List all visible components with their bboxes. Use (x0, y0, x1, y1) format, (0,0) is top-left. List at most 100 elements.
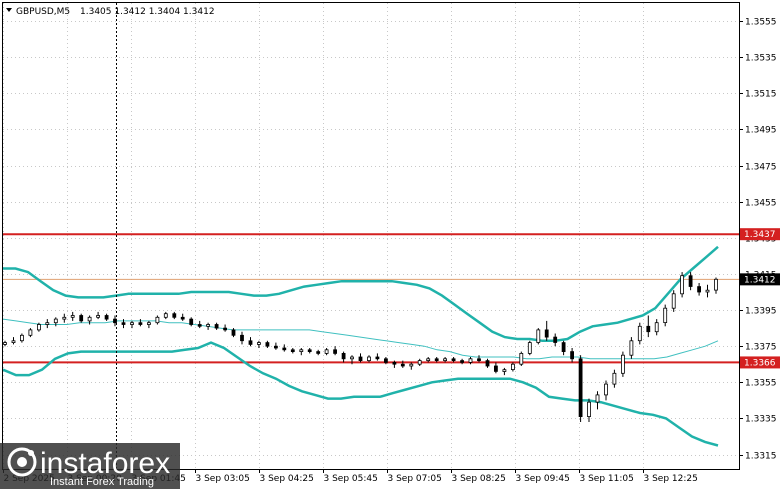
candle-body (554, 337, 557, 342)
candle-body (122, 323, 125, 325)
candle-body (300, 350, 303, 352)
candle-body (486, 361, 489, 366)
watermark-tagline: Instant Forex Trading (50, 476, 154, 488)
candle-body (190, 319, 193, 324)
candle-body (147, 323, 150, 325)
candle-body (37, 325, 40, 330)
price-tick-label: 1.3355 (745, 379, 777, 389)
price-tick-label: 1.3475 (745, 163, 777, 173)
candle-body (334, 350, 337, 354)
candle-body (359, 357, 362, 361)
candle-body (503, 370, 506, 372)
time-tick-label: 3 Sep 07:05 (388, 474, 442, 484)
candle-body (571, 352, 574, 359)
candle-body (20, 335, 23, 340)
current-price-label: 1.3412 (744, 275, 776, 285)
candle-body (207, 325, 210, 327)
chart-header: GBPUSD,M5 1.3405 1.3412 1.3404 1.3412 (6, 7, 215, 17)
candle-body (418, 361, 421, 365)
time-tick-label: 3 Sep 04:25 (260, 474, 314, 484)
candle-body (596, 395, 599, 402)
candle-body (181, 317, 184, 319)
candle-body (173, 314, 176, 318)
candle-body (164, 314, 167, 318)
candle-body (325, 350, 328, 354)
time-tick-label: 3 Sep 08:25 (452, 474, 506, 484)
candle-body (621, 355, 624, 373)
candle-body (29, 330, 32, 335)
candle-body (156, 317, 159, 322)
price-tick-label: 1.3495 (745, 126, 777, 136)
candle-body (274, 346, 277, 348)
candle-body (80, 316, 83, 321)
candle-body (12, 341, 15, 343)
candle-body (291, 350, 294, 352)
candle-body (605, 384, 608, 395)
candle-body (308, 350, 311, 352)
candle-body (478, 359, 481, 361)
candle-body (588, 402, 591, 416)
candle-body (4, 343, 7, 345)
candle-body (139, 323, 142, 325)
candle-body (317, 352, 320, 354)
candle-body (647, 326, 650, 331)
time-tick-label: 3 Sep 03:05 (196, 474, 250, 484)
symbol-label: GBPUSD,M5 (16, 7, 70, 17)
price-tick-label: 1.3315 (745, 452, 777, 462)
candle-body (224, 328, 227, 330)
price-tick-label: 1.3335 (745, 415, 777, 425)
watermark: instaforex Instant Forex Trading (0, 443, 180, 489)
time-tick-label: 3 Sep 09:45 (516, 474, 570, 484)
candle-body (351, 357, 354, 359)
candle-body (698, 287, 701, 292)
candle-body (198, 325, 201, 327)
candle-body (494, 366, 497, 371)
candle-body (54, 319, 57, 323)
candle-body (249, 341, 252, 345)
candle-body (630, 341, 633, 355)
candle-body (715, 279, 718, 290)
candle-body (393, 362, 396, 364)
price-tick-label: 1.3455 (745, 199, 777, 209)
candle-body (88, 317, 91, 321)
candle-body (444, 359, 447, 361)
candle-body (215, 325, 218, 329)
candle-body (131, 323, 134, 325)
price-tick-label: 1.3395 (745, 307, 777, 317)
candle-body (452, 359, 455, 361)
candle-body (681, 276, 684, 294)
candle (520, 352, 523, 366)
candle (579, 355, 582, 422)
candle-body (342, 353, 345, 358)
candle-body (545, 330, 548, 337)
time-tick-label: 3 Sep 11:05 (580, 474, 634, 484)
candle-body (562, 343, 565, 352)
level-label: 1.3366 (744, 358, 776, 368)
candle-body (537, 330, 540, 343)
candle-body (384, 359, 387, 363)
ohlc-values: 1.3405 1.3412 1.3404 1.3412 (80, 7, 215, 17)
candle-body (283, 348, 286, 350)
candle-body (664, 308, 667, 322)
candle-body (672, 294, 675, 308)
candle-body (71, 316, 74, 318)
candle-body (376, 357, 379, 359)
candle-body (461, 361, 464, 363)
candle-body (469, 359, 472, 363)
candle-body (105, 316, 108, 320)
candle-body (257, 343, 260, 345)
candle (621, 352, 624, 377)
candle-body (46, 323, 49, 325)
candle-body (613, 373, 616, 384)
candle (528, 341, 531, 355)
candle-body (410, 364, 413, 366)
time-tick-label: 3 Sep 12:25 (644, 474, 698, 484)
candle-body (511, 364, 514, 369)
price-tick-label: 1.3375 (745, 343, 777, 353)
candle-body (427, 359, 430, 361)
candle-body (579, 359, 582, 417)
price-tick-label: 1.3555 (745, 18, 777, 28)
candle-body (706, 290, 709, 292)
candle-body (638, 326, 641, 340)
